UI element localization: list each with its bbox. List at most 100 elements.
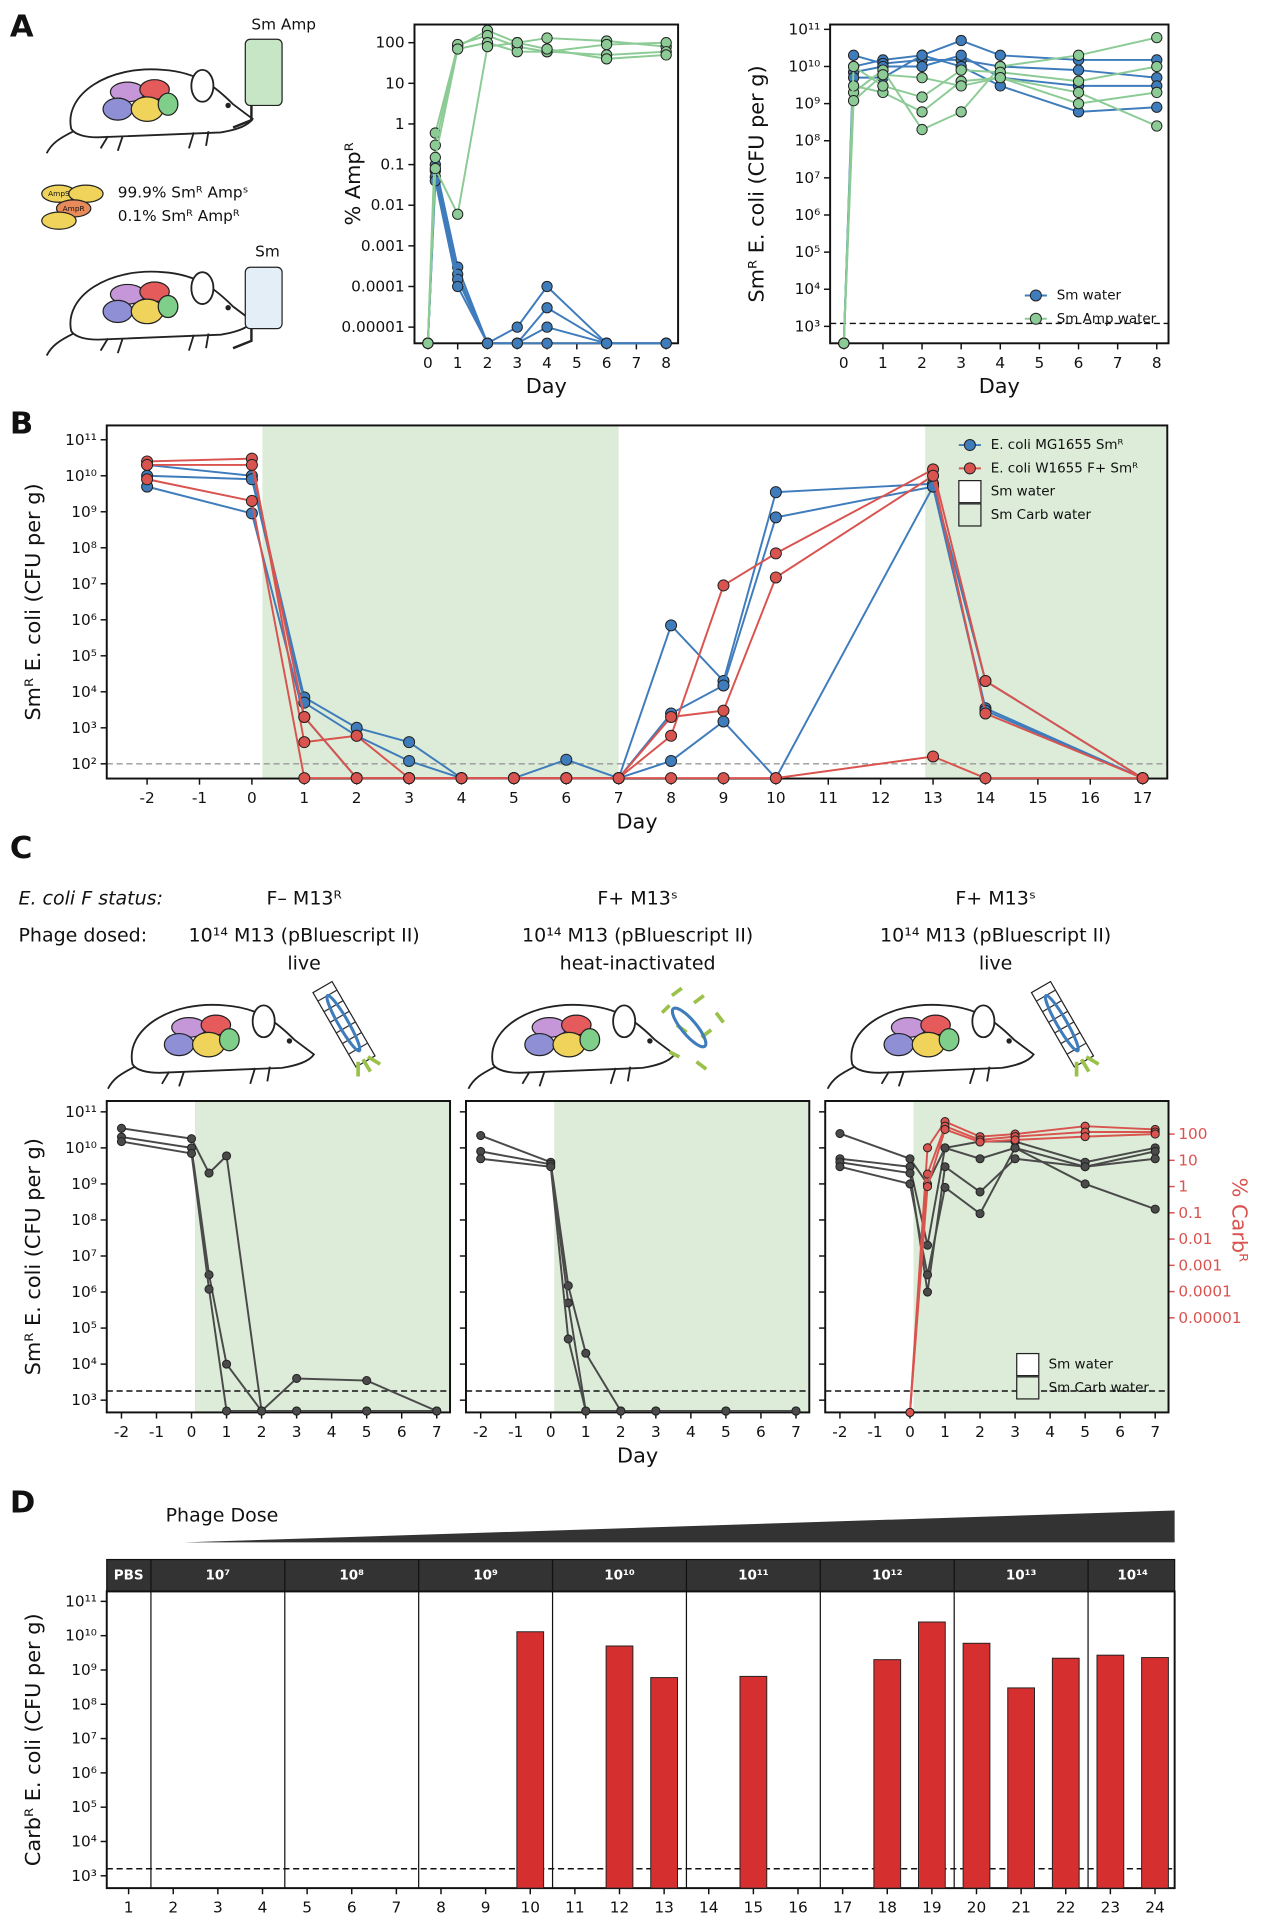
y-tick-label: 10⁴: [71, 1832, 97, 1850]
x-tick-label: 11: [819, 789, 839, 807]
x-tick-label: 9: [481, 1899, 491, 1917]
data-point: [581, 1348, 591, 1358]
bar: [1007, 1687, 1036, 1889]
data-point: [600, 53, 613, 65]
series-line: [842, 73, 1157, 344]
data-point: [1072, 64, 1085, 76]
data-point: [975, 1209, 985, 1219]
data-point: [541, 43, 553, 55]
data-point: [362, 1406, 372, 1416]
data-point: [1151, 86, 1163, 99]
x-axis-label: Day: [616, 809, 657, 833]
data-point: [769, 571, 782, 584]
panel-label: B: [10, 407, 33, 442]
x-tick-label: 5: [1035, 354, 1045, 372]
group-label: 10⁹: [473, 1567, 498, 1583]
data-point: [541, 321, 553, 333]
x-tick-label: 14: [976, 789, 996, 807]
y-tick-label: 10⁹: [71, 1175, 97, 1193]
phage-dose: 10¹⁴ M13 (pBluescript II): [880, 924, 1111, 946]
data-point: [717, 704, 730, 717]
data-point: [612, 772, 625, 785]
x-axis-label: Day: [617, 1443, 658, 1467]
y2-tick-label: 0.0001: [1178, 1283, 1232, 1301]
data-point: [660, 337, 672, 349]
y-tick-label: 10¹⁰: [789, 57, 821, 75]
y-axis-label: Smᴿ E. coli (CFU per g): [745, 65, 769, 302]
data-point: [362, 1376, 372, 1386]
x-tick-label: 0: [247, 789, 257, 807]
plot-frame: [824, 1100, 1170, 1414]
x-tick-label: 3: [651, 1423, 661, 1441]
x-tick-label: 2: [168, 1899, 178, 1917]
data-point: [403, 772, 416, 785]
x-tick-label: 1: [124, 1899, 134, 1917]
data-point: [905, 1407, 915, 1417]
data-point: [905, 1154, 915, 1164]
phage-illustration: [311, 979, 382, 1079]
x-tick-label: 22: [1056, 1899, 1076, 1917]
data-point: [835, 1162, 845, 1172]
y-tick-label: 10⁸: [795, 132, 821, 150]
x-tick-label: -2: [139, 789, 154, 807]
data-point: [116, 1123, 126, 1133]
group-label: 10¹⁰: [604, 1567, 635, 1583]
series-line: [121, 1140, 437, 1412]
data-point: [665, 619, 678, 632]
y-tick-label: 10⁸: [71, 539, 97, 557]
x-tick-label: 16: [1081, 789, 1101, 807]
data-point: [916, 91, 928, 103]
x-tick-label: 3: [213, 1899, 223, 1917]
data-point: [922, 1143, 933, 1153]
x-tick-label: -2: [832, 1423, 847, 1441]
y-tick-label: 0.1: [380, 156, 404, 174]
x-tick-label: 13: [923, 789, 943, 807]
x-tick-label: 5: [572, 354, 582, 372]
phage-dose: 10¹⁴ M13 (pBluescript II): [189, 924, 420, 946]
data-point: [927, 750, 940, 763]
y-tick-label: 10⁸: [71, 1695, 97, 1713]
plot-frame: [105, 1100, 452, 1414]
x-tick-label: -2: [473, 1423, 488, 1441]
legend-label: E. coli W1655 F+ Smᴿ: [991, 460, 1138, 476]
group-label: 10¹³: [1006, 1567, 1037, 1583]
f-status: F+ M13ˢ: [597, 888, 678, 910]
x-axis-label: Day: [526, 374, 567, 398]
water-bottle: [232, 38, 283, 129]
data-point: [204, 1284, 214, 1294]
x-tick-label: 1: [878, 354, 888, 372]
data-point: [660, 49, 672, 61]
y-tick-label: 10¹⁰: [65, 467, 97, 485]
data-point: [350, 772, 363, 785]
phage-fragments: [660, 986, 725, 1071]
data-point: [835, 1129, 845, 1139]
legend-swatch: [958, 503, 982, 527]
data-point: [541, 280, 553, 293]
legend-swatch: [958, 480, 982, 504]
x-tick-label: 1: [222, 1423, 232, 1441]
data-point: [905, 1168, 915, 1178]
cell-label: AmpS: [48, 189, 70, 198]
data-point: [1150, 1129, 1160, 1139]
mouse-illustration: [45, 270, 254, 357]
y-axis-label: Smᴿ E. coli (CFU per g): [21, 1138, 45, 1375]
y-tick-label: 10³: [71, 1867, 97, 1885]
y2-tick-label: 0.01: [1178, 1230, 1212, 1248]
data-point: [1151, 120, 1163, 132]
x-tick-label: -2: [114, 1423, 129, 1441]
data-point: [916, 106, 928, 118]
phage-illustration: [1029, 979, 1101, 1079]
data-point: [979, 772, 992, 785]
data-point: [1151, 31, 1163, 44]
chart: 100 10 1 0.1 0.01 0.001 0.0001 0.00001 0 1 2 3 4 5 6 7 8…: [341, 23, 680, 398]
data-point: [665, 772, 678, 785]
data-point: [1136, 772, 1149, 785]
x-tick-label: 18: [878, 1899, 897, 1917]
y-tick-label: 10¹¹: [65, 431, 97, 449]
data-point: [422, 337, 434, 349]
x-tick-label: 17: [1133, 789, 1153, 807]
data-point: [940, 1162, 950, 1172]
plot-area: [414, 24, 679, 344]
data-point: [222, 1359, 232, 1369]
x-tick-label: 2: [917, 354, 927, 372]
